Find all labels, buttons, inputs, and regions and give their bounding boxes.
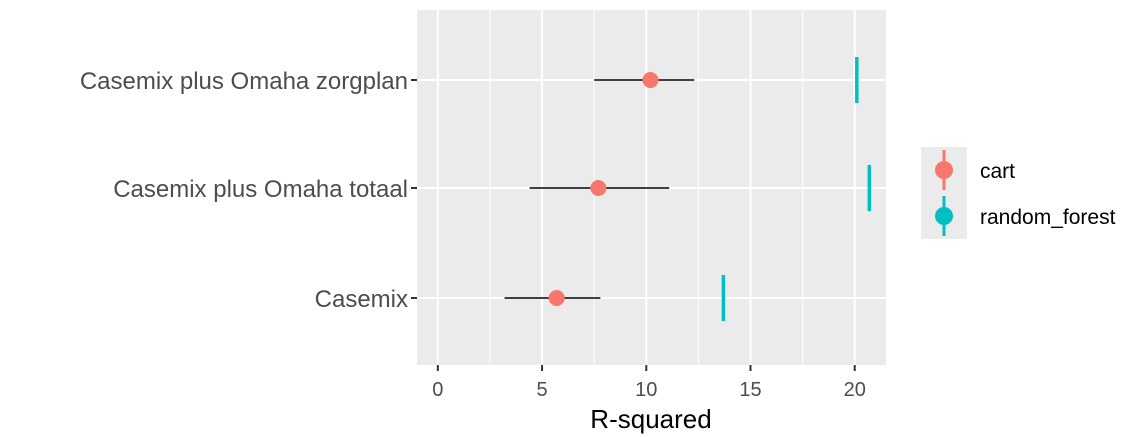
legend-key-cart-point (935, 161, 953, 179)
x-tick-label: 10 (635, 379, 657, 401)
cart-point (548, 290, 565, 306)
x-tick-label: 5 (537, 379, 548, 401)
y-tick-label: Casemix plus Omaha totaal (113, 176, 408, 203)
x-axis-title: R-squared (590, 404, 711, 434)
x-tick-label: 0 (432, 379, 443, 401)
y-axis: Casemix plus Omaha zorgplan Casemix plus … (80, 68, 417, 313)
legend-key-random-forest-point (935, 207, 953, 225)
legend-label-random-forest: random_forest (980, 206, 1116, 229)
x-tick-label: 15 (739, 379, 761, 401)
cart-point (590, 180, 607, 196)
data-marks (504, 57, 872, 321)
legend-keys (935, 150, 953, 236)
legend: cart random_forest (921, 147, 1116, 239)
legend-label-cart: cart (980, 160, 1015, 183)
x-axis: 0 5 10 15 20 (432, 365, 866, 401)
cart-point (642, 72, 659, 88)
y-tick-label: Casemix (315, 286, 408, 313)
y-tick-label: Casemix plus Omaha zorgplan (80, 68, 408, 95)
x-tick-label: 20 (844, 379, 866, 401)
